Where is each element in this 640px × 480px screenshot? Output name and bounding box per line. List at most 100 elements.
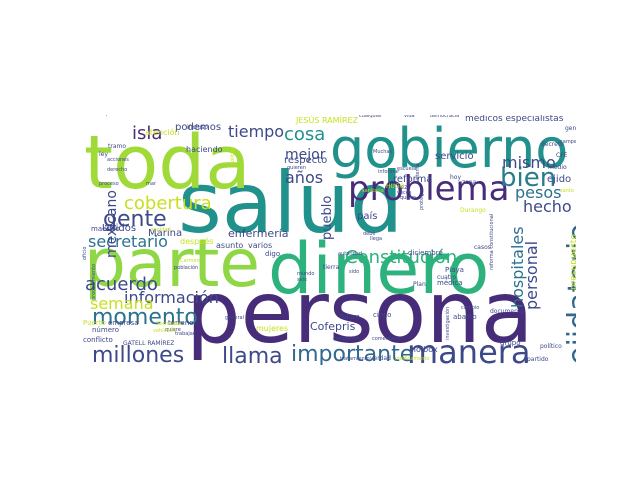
cloud-word: escuela xyxy=(397,166,417,172)
cloud-word: isla xyxy=(132,122,163,144)
cloud-word: Playa xyxy=(445,266,464,275)
cloud-word: partido xyxy=(527,356,549,364)
cloud-word: general xyxy=(225,315,245,321)
cloud-word: tramo xyxy=(108,143,127,151)
cloud-word: proceso xyxy=(99,181,119,187)
cloud-word: parte xyxy=(84,225,260,303)
cloud-word: cualquier xyxy=(359,115,383,119)
cloud-word: asunto xyxy=(216,240,244,250)
cloud-word: GATELL RAMÍREZ xyxy=(123,340,175,348)
cloud-word: cosa xyxy=(284,123,326,145)
cloud-word: llama xyxy=(222,344,283,365)
cloud-word: incluso xyxy=(187,124,209,132)
cloud-word: abasto xyxy=(453,313,477,322)
cloud-word: campeo xyxy=(560,139,576,145)
cloud-word: importante xyxy=(291,342,414,365)
cloud-word: verdad xyxy=(370,355,391,363)
cloud-word: salud xyxy=(178,153,404,252)
cloud-word: empresa xyxy=(108,319,139,328)
cloud-word: informar xyxy=(378,169,400,175)
cloud-word: veces xyxy=(397,190,412,196)
cloud-word: política xyxy=(230,146,236,165)
cloud-word: proteger xyxy=(419,188,425,210)
cloud-word: secretario xyxy=(88,232,168,252)
cloud-word: Durango xyxy=(460,207,486,215)
cloud-word: Plan xyxy=(413,281,426,289)
cloud-word: momento xyxy=(92,305,198,331)
cloud-word: sistema xyxy=(415,163,421,183)
cloud-word: dinero xyxy=(268,228,490,310)
cloud-word: Holbox xyxy=(410,344,438,354)
cloud-word: vida xyxy=(404,115,415,119)
cloud-word: Cofepris xyxy=(310,320,356,334)
cloud-word: HUGO xyxy=(386,183,405,191)
cloud-word: diciembre xyxy=(408,249,443,258)
cloud-word: personal xyxy=(522,240,541,310)
cloud-word: mismo xyxy=(502,153,556,173)
cloud-word: Unidos xyxy=(102,223,137,234)
cloud-word: sanitaria xyxy=(362,188,384,194)
cloud-word: manera xyxy=(407,333,531,365)
cloud-word: grupo xyxy=(500,339,521,348)
cloud-word: seis xyxy=(297,277,307,283)
cloud-word: vez xyxy=(397,184,408,192)
cloud-word: llega xyxy=(370,236,383,242)
cloud-word: decreto xyxy=(541,141,564,149)
cloud-word: comentario xyxy=(372,336,401,342)
cloud-word: población xyxy=(174,265,199,271)
cloud-word: bien xyxy=(500,163,557,194)
cloud-word: autoridad xyxy=(338,251,363,257)
cloud-word: Puerto xyxy=(83,319,106,328)
cloud-word: pueblo xyxy=(320,195,335,240)
cloud-word: Tulum xyxy=(339,313,360,322)
cloud-word: después xyxy=(180,236,214,246)
cloud-word: años xyxy=(285,168,324,188)
cloud-word: JESÚS RAMÍREZ xyxy=(296,115,359,125)
cloud-word: quiero xyxy=(400,195,416,201)
cloud-word: mujeres xyxy=(256,323,289,333)
cloud-word: Carmen xyxy=(180,258,200,264)
cloud-word: presupuesto xyxy=(569,234,576,290)
cloud-word: sido xyxy=(349,269,360,275)
cloud-word: documento xyxy=(490,308,524,316)
cloud-word: médicos especialistas xyxy=(465,115,564,124)
cloud-word: médica xyxy=(437,279,463,288)
cloud-word: mar xyxy=(146,181,156,187)
cloud-word: reforma xyxy=(393,174,433,185)
cloud-word: acuerdo xyxy=(85,273,158,295)
cloud-word: acciones xyxy=(107,157,129,163)
cloud-word: procedimiento xyxy=(91,263,97,300)
cloud-word: maestro xyxy=(91,225,120,234)
cloud-word: enfermería xyxy=(228,227,289,241)
cloud-word: toda xyxy=(84,119,251,206)
cloud-word: trabajar xyxy=(175,331,195,337)
cloud-word: tierra xyxy=(323,264,340,272)
cloud-word: cambio xyxy=(461,305,480,311)
cloud-word: vehículos xyxy=(153,328,177,334)
cloud-word: Marina xyxy=(148,228,183,239)
cloud-word: tratamiento xyxy=(340,356,370,362)
cloud-word: tiempo xyxy=(228,122,285,142)
cloud-word: Muchas xyxy=(373,149,393,155)
cloud-word: debe xyxy=(363,231,376,237)
cloud-word: generales xyxy=(565,125,576,133)
cloud-word: Constitución xyxy=(345,246,458,268)
cloud-word: investigación xyxy=(445,306,451,340)
cloud-word: ley xyxy=(99,151,108,159)
cloud-word: Secretaría xyxy=(156,321,182,327)
cloud-word: persona xyxy=(186,263,534,364)
cloud-word: sanidad xyxy=(151,227,171,233)
cloud-word: corrupción xyxy=(333,336,360,342)
cloud-word: zona xyxy=(462,179,477,187)
cloud-word: respecto xyxy=(284,155,328,166)
cloud-word: información xyxy=(124,288,219,308)
cloud-word: cuatro xyxy=(437,274,457,282)
cloud-word: ejido xyxy=(547,174,572,185)
cloud-word: político xyxy=(540,343,562,351)
cloud-word: digo xyxy=(265,250,281,259)
cloud-word: conflicto xyxy=(83,336,113,345)
cloud-word: hoy xyxy=(450,174,462,182)
cloud-word: número xyxy=(92,326,120,335)
cloud-word: santo xyxy=(560,188,574,194)
cloud-word: semana xyxy=(90,294,154,314)
